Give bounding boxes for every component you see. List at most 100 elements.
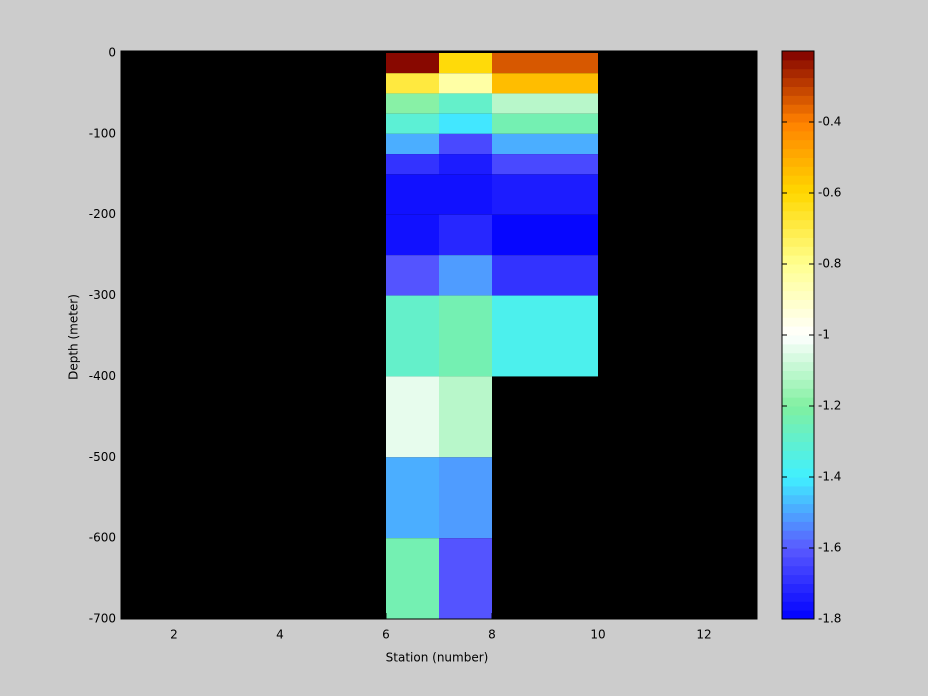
heatmap-cell [439, 214, 492, 256]
heatmap-cell [386, 93, 439, 114]
colorbar-level [782, 86, 814, 96]
heatmap-cell [386, 295, 439, 377]
colorbar-level [782, 388, 814, 398]
heatmap-cell [386, 113, 439, 134]
x-axis-label: Station (number) [386, 651, 489, 665]
heatmap-cell [386, 154, 439, 175]
heatmap-cell [492, 93, 598, 114]
y-tick-label: -600 [89, 531, 116, 545]
heatmap-cell [492, 154, 598, 175]
colorbar-level [782, 512, 814, 522]
colorbar-level [782, 68, 814, 79]
colorbar-level [782, 157, 814, 167]
x-tick-label: 2 [170, 628, 178, 642]
colorbar-level [782, 255, 814, 265]
colorbar-level [782, 148, 814, 158]
colorbar-level [782, 299, 814, 309]
colorbar-level [782, 441, 814, 451]
colorbar-level [782, 601, 814, 611]
heatmap-cell [386, 214, 439, 256]
x-tick-label: 4 [276, 628, 284, 642]
colorbar-level [782, 352, 814, 363]
colorbar-level [782, 556, 814, 567]
colorbar-level [782, 104, 814, 114]
heatmap-cell [386, 133, 439, 155]
x-tick-label: 12 [696, 628, 711, 642]
colorbar-level [782, 59, 814, 70]
x-tick-label: 6 [382, 628, 390, 642]
y-tick-label: -100 [89, 126, 116, 140]
colorbar-level [782, 51, 814, 61]
heatmap-cell [492, 133, 598, 155]
y-axis-label: Depth (meter) [67, 294, 81, 380]
colorbar-level [782, 361, 814, 371]
colorbar-level [782, 406, 814, 416]
heatmap-cell [439, 538, 492, 619]
colorbar-level [782, 477, 814, 487]
heatmap-cell [439, 457, 492, 539]
colorbar-level [782, 184, 814, 194]
colorbar-tick-label: -0.4 [818, 115, 841, 129]
heatmap-cell [386, 73, 439, 94]
heatmap-cell [439, 93, 492, 114]
heatmap-cell [492, 255, 598, 296]
colorbar-level [782, 548, 814, 558]
colorbar-level [782, 468, 814, 478]
colorbar-level [782, 494, 814, 505]
colorbar-level [782, 326, 814, 336]
heatmap-cell [439, 174, 492, 215]
colorbar-level [782, 308, 814, 318]
heatmap-cell [439, 133, 492, 155]
colorbar-tick-label: -1.2 [818, 399, 841, 413]
colorbar-level [782, 272, 814, 283]
heatmap-cell [492, 214, 598, 256]
heatmap-cell [386, 255, 439, 296]
colorbar-level [782, 228, 814, 238]
colorbar-tick-label: -0.6 [818, 186, 841, 200]
colorbar-level [782, 459, 814, 469]
colorbar-level [782, 139, 814, 150]
heatmap-cell [439, 53, 492, 74]
colorbar-level [782, 335, 814, 345]
heatmap-cell [386, 174, 439, 215]
colorbar-level [782, 583, 814, 593]
colorbar-level [782, 175, 814, 185]
y-tick-label: -700 [89, 612, 116, 626]
x-tick-label: 10 [590, 628, 605, 642]
colorbar-tick-label: -1 [818, 328, 830, 342]
colorbar-level [782, 113, 814, 123]
colorbar-level [782, 122, 814, 132]
colorbar-level [782, 193, 814, 203]
plot-frame [120, 50, 758, 620]
colorbar-level [782, 432, 814, 442]
colorbar-level [782, 95, 814, 105]
colorbar-level [782, 281, 814, 292]
colorbar-level [782, 379, 814, 389]
y-tick-label: -300 [89, 288, 116, 302]
heatmap-cell [439, 255, 492, 296]
colorbar-level [782, 130, 814, 141]
heatmap-cell [492, 295, 598, 377]
heatmap-cell [439, 73, 492, 94]
colorbar-level [782, 592, 814, 602]
colorbar-tick-label: -1.6 [818, 541, 841, 555]
colorbar-level [782, 530, 814, 540]
colorbar-level [782, 210, 814, 221]
colorbar-level [782, 370, 814, 380]
colorbar-level [782, 423, 814, 434]
colorbar-level [782, 77, 814, 87]
heatmap-cell [439, 154, 492, 175]
heatmap-cell [492, 53, 598, 74]
heatmap-cell [386, 538, 439, 619]
colorbar-level [782, 414, 814, 425]
colorbar-level [782, 610, 814, 620]
colorbar-level [782, 503, 814, 513]
colorbar-level [782, 565, 814, 576]
colorbar-level [782, 521, 814, 531]
colorbar-level [782, 264, 814, 274]
colorbar-level [782, 237, 814, 247]
colorbar-tick-label: -1.8 [818, 612, 841, 626]
heatmap-cell [439, 295, 492, 377]
heatmap-cell [439, 113, 492, 134]
colorbar-tick-label: -0.8 [818, 257, 841, 271]
